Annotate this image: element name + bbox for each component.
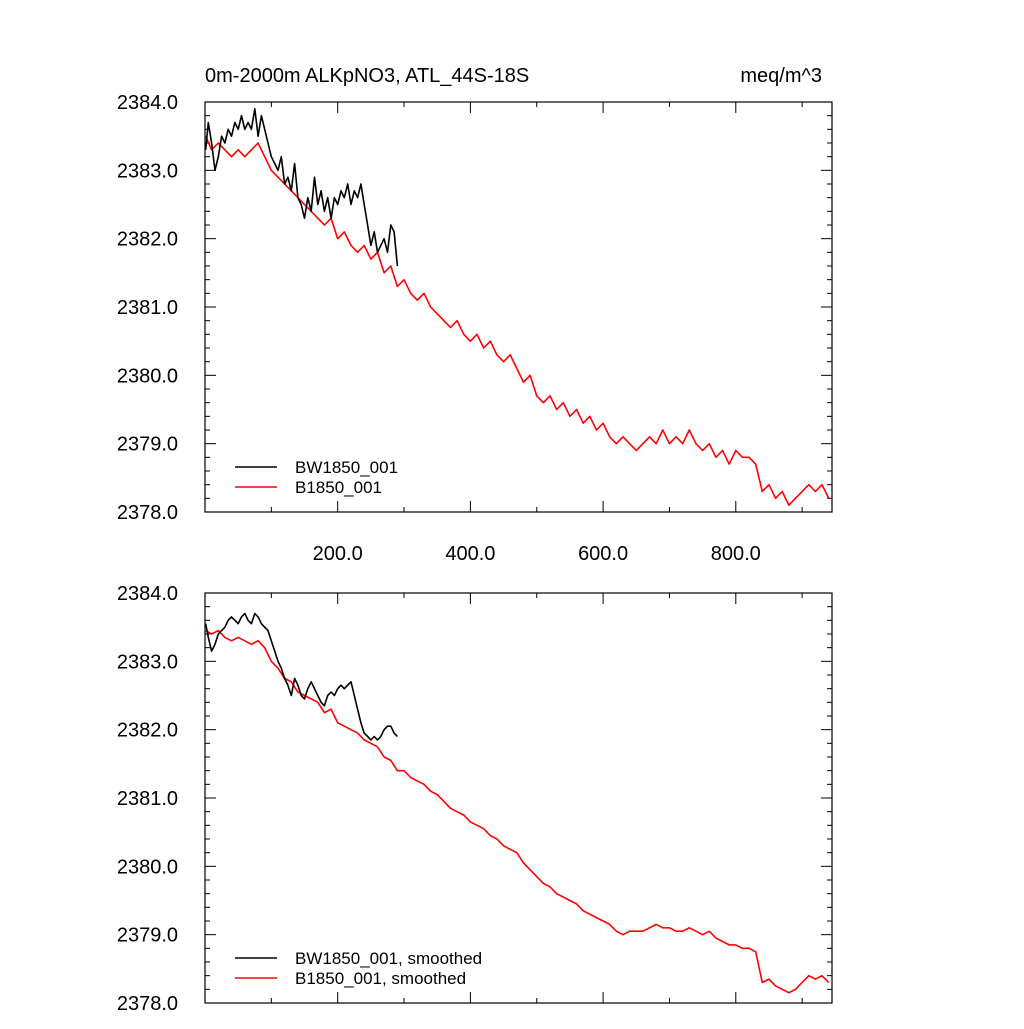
- y-tick-label: 2383.0: [117, 651, 178, 673]
- x-tick-label: 600.0: [578, 543, 628, 565]
- legend-label-1: BW1850_001: [295, 458, 398, 477]
- y-tick-label: 2383.0: [117, 160, 178, 182]
- y-tick-label: 2378.0: [117, 993, 178, 1015]
- plot-frame: [204, 592, 833, 1004]
- series-line-1: [205, 108, 399, 267]
- y-tick-label: 2379.0: [117, 434, 178, 456]
- y-tick-label: 2378.0: [117, 502, 178, 524]
- chart-units: meq/m^3: [740, 65, 822, 87]
- legend-label-1: BW1850_001, smoothed: [295, 949, 482, 968]
- plot-frame: [204, 101, 833, 513]
- y-tick-label: 2381.0: [117, 788, 178, 810]
- legend-label-2: B1850_001, smoothed: [295, 969, 466, 988]
- y-tick-label: 2379.0: [117, 925, 178, 947]
- series-line-2: [205, 629, 830, 994]
- y-tick-label: 2381.0: [117, 297, 178, 319]
- y-tick-label: 2380.0: [117, 365, 178, 387]
- y-tick-label: 2382.0: [117, 720, 178, 742]
- y-tick-label: 2380.0: [117, 856, 178, 878]
- x-tick-label: 800.0: [711, 543, 761, 565]
- series-line-1: [205, 612, 398, 741]
- legend-label-2: B1850_001: [295, 478, 382, 497]
- chart-panel-2: 2378.0 2379.0 2380.0 2381.0 2382.0 2383.0 2384…: [117, 583, 833, 1015]
- chart-title: 0m-2000m ALKpNO3, ATL_44S-18S: [205, 65, 529, 87]
- y-tick-label: 2384.0: [117, 92, 178, 114]
- y-tick-label: 2382.0: [117, 229, 178, 251]
- x-tick-label: 400.0: [445, 543, 495, 565]
- chart-panel-1: 2378.0 2379.0 2380.0 2381.0 2382.0 2383.0 2384…: [117, 65, 833, 565]
- x-tick-label: 200.0: [313, 543, 363, 565]
- y-tick-label: 2384.0: [117, 583, 178, 605]
- series-line-2: [205, 135, 830, 507]
